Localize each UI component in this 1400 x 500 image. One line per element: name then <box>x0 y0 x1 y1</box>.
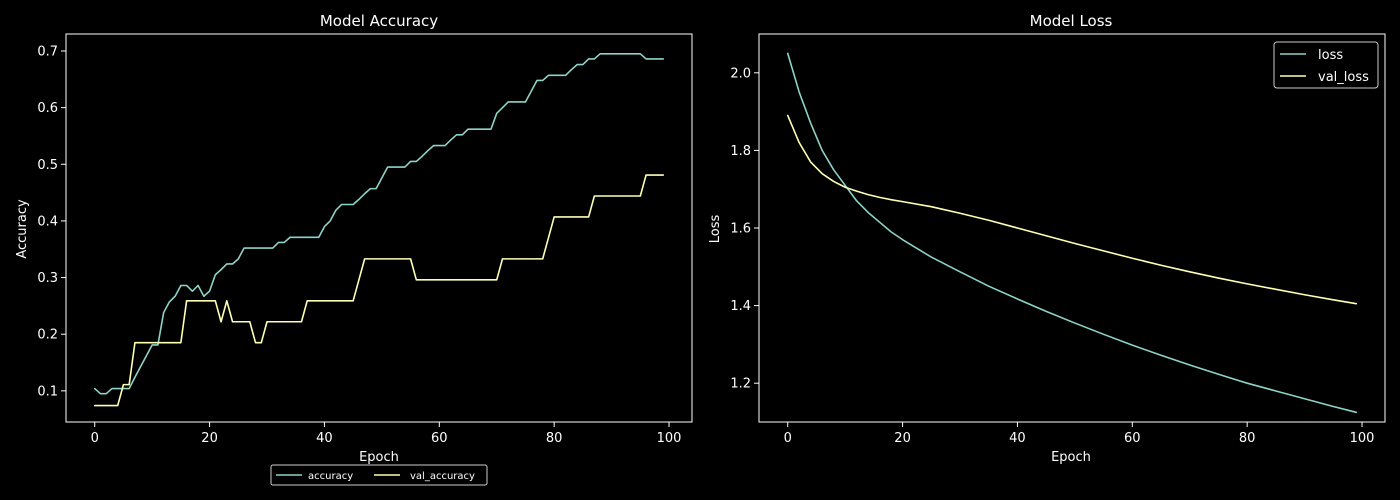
accuracy-x-tick-label: 100 <box>657 431 682 446</box>
accuracy-chart-title: Model Accuracy <box>320 12 438 30</box>
accuracy-legend-label: accuracy <box>308 471 353 482</box>
accuracy-y-ticks: 0.1 0.2 0.3 0.4 0.5 0.6 0.7 <box>37 44 66 399</box>
accuracy-x-tick-label: 40 <box>316 431 333 446</box>
loss-x-axis-label: Epoch <box>1051 450 1091 465</box>
loss-x-tick-label: 40 <box>1009 431 1026 446</box>
loss-y-ticks: 1.2 1.4 1.6 1.8 2.0 <box>730 66 759 392</box>
accuracy-y-tick-label: 0.4 <box>37 214 58 229</box>
accuracy-x-tick-label: 20 <box>201 431 218 446</box>
loss-x-ticks: 0 20 40 60 80 100 <box>784 422 1375 446</box>
accuracy-x-tick-label: 0 <box>91 431 99 446</box>
val-accuracy-legend-label: val_accuracy <box>410 471 475 482</box>
accuracy-y-tick-label: 0.5 <box>37 158 58 173</box>
loss-y-tick-label: 1.6 <box>730 222 751 237</box>
val-loss-legend-label: val_loss <box>1318 70 1369 85</box>
loss-x-tick-label: 20 <box>894 431 911 446</box>
loss-lines <box>786 52 1358 414</box>
accuracy-lines <box>93 53 665 407</box>
accuracy-y-axis-label: Accuracy <box>15 199 30 259</box>
accuracy-y-tick-label: 0.1 <box>37 384 58 399</box>
accuracy-y-tick-label: 0.6 <box>37 101 58 116</box>
accuracy-x-tick-label: 80 <box>546 431 563 446</box>
loss-x-tick-label: 100 <box>1350 431 1375 446</box>
accuracy-x-ticks: 0 20 40 60 80 100 <box>91 422 682 446</box>
accuracy-y-tick-label: 0.2 <box>37 328 58 343</box>
accuracy-line <box>93 53 665 395</box>
loss-legend-label: loss <box>1318 48 1343 63</box>
loss-y-tick-label: 1.8 <box>730 144 751 159</box>
loss-x-tick-label: 60 <box>1124 431 1141 446</box>
loss-y-tick-label: 1.4 <box>730 299 751 314</box>
val-loss-line <box>786 114 1358 305</box>
accuracy-y-tick-label: 0.3 <box>37 271 58 286</box>
accuracy-x-axis-label: Epoch <box>359 450 399 465</box>
loss-legend: loss val_loss <box>1273 41 1379 89</box>
val-accuracy-line <box>93 174 665 407</box>
accuracy-y-tick-label: 0.7 <box>37 44 58 59</box>
loss-y-tick-label: 2.0 <box>730 66 751 81</box>
loss-subplot: Model Loss Epoch Loss 0 20 40 60 80 100 1.21.… <box>708 12 1386 465</box>
loss-x-tick-label: 80 <box>1239 431 1256 446</box>
loss-y-axis-label: Loss <box>708 215 723 244</box>
accuracy-legend: accuracy val_accuracy <box>270 464 488 486</box>
loss-x-tick-label: 0 <box>784 431 792 446</box>
loss-y-tick-label: 1.2 <box>730 377 751 392</box>
accuracy-x-tick-label: 60 <box>431 431 448 446</box>
loss-chart-title: Model Loss <box>1030 12 1113 30</box>
accuracy-subplot: Model Accuracy Epoch Accuracy 0 20 40 60 80 1… <box>15 12 693 486</box>
loss-line <box>786 52 1358 414</box>
loss-plot-frame <box>758 33 1386 423</box>
accuracy-plot-frame <box>65 33 693 423</box>
